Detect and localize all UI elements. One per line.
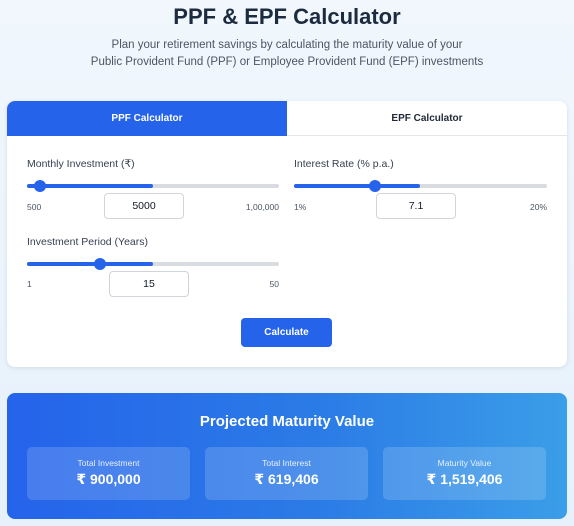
interest-rate-max: 20% [529,202,547,212]
total-interest-label: Total Interest [262,458,311,468]
page-title: PPF & EPF Calculator [173,4,401,29]
monthly-investment-max: 1,00,000 [245,202,279,212]
total-interest-value: ₹ 619,406 [254,471,319,487]
slider-fill [294,184,420,188]
investment-period-max: 50 [269,279,279,289]
investment-period-label: Investment Period (Years) [27,236,149,248]
monthly-investment-label: Monthly Investment (₹) [27,158,135,170]
maturity-value-label: Maturity Value [437,458,492,468]
calculator-tabs: PPF Calculator EPF Calculator [7,101,567,136]
slider-handle[interactable] [368,180,381,192]
interest-rate-input[interactable] [376,193,456,219]
total-interest-card: Total Interest ₹ 619,406 [205,447,368,500]
subtitle-line-1: Plan your retirement savings by calculat… [111,39,463,51]
interest-rate-slider[interactable] [294,180,547,192]
maturity-value-card: Maturity Value ₹ 1,519,406 [383,447,546,500]
tab-ppf-calculator[interactable]: PPF Calculator [7,101,287,136]
subtitle-line-2: Public Provident Fund (PPF) or Employee … [90,56,484,68]
results-panel: Projected Maturity Value Total Investmen… [7,393,567,519]
investment-period-slider[interactable] [27,258,279,270]
investment-period-min: 1 [27,279,32,289]
total-investment-card: Total Investment ₹ 900,000 [27,447,190,500]
interest-rate-label: Interest Rate (% p.a.) [294,158,394,170]
slider-handle[interactable] [33,180,46,192]
monthly-investment-slider[interactable] [27,180,279,192]
interest-rate-min: 1% [294,202,307,212]
total-investment-label: Total Investment [77,458,140,468]
investment-period-input[interactable] [109,271,189,297]
calculator-card: PPF Calculator EPF Calculator Monthly In… [7,101,567,367]
monthly-investment-min: 500 [27,202,42,212]
calculate-button[interactable]: Calculate [241,318,332,347]
slider-fill [27,184,153,188]
tab-epf-calculator[interactable]: EPF Calculator [391,113,463,124]
slider-handle[interactable] [94,258,107,270]
maturity-value-value: ₹ 1,519,406 [426,471,503,487]
total-investment-value: ₹ 900,000 [76,471,141,487]
page-subtitle: Plan your retirement savings by calculat… [60,37,514,71]
results-title: Projected Maturity Value [199,413,375,430]
slider-fill [27,262,153,266]
monthly-investment-input[interactable] [104,193,184,219]
